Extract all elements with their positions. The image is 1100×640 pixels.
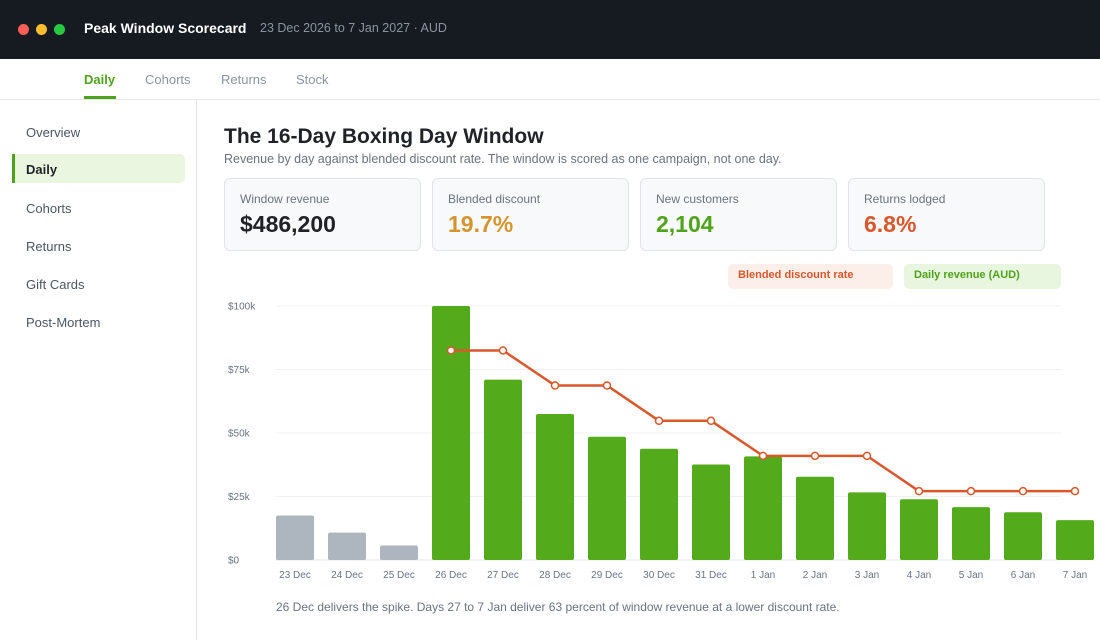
revenue-bar — [328, 532, 366, 560]
kpi-value: 2,104 — [656, 211, 714, 237]
x-tick-label: 29 Dec — [591, 570, 623, 581]
app-title: Peak Window Scorecard — [84, 20, 247, 36]
x-tick-label: 28 Dec — [539, 570, 571, 581]
sidebar-item-daily[interactable]: Daily — [12, 154, 185, 183]
discount-rate-point — [706, 416, 716, 426]
revenue-bar — [588, 436, 626, 560]
x-tick-label: 2 Jan — [803, 570, 827, 581]
discount-rate-point — [550, 381, 560, 390]
x-tick-label: 4 Jan — [907, 570, 931, 581]
tab-stock[interactable]: Stock — [296, 72, 329, 87]
legend-discount-rate[interactable]: Blended discount rate — [728, 264, 893, 289]
revenue-bar — [536, 413, 574, 560]
y-tick-label: $0 — [228, 556, 240, 567]
revenue-discount-chart: $0 $25k $50k $75k $100k 23 Dec 24 Dec 25 Dec 26 … — [228, 302, 1094, 581]
page-title: The 16-Day Boxing Day Window — [224, 125, 544, 148]
kpi-new-customers: New customers 2,104 — [640, 178, 837, 251]
x-tick-label: 23 Dec — [279, 570, 311, 581]
kpi-value: 19.7% — [448, 211, 514, 237]
x-tick-label: 1 Jan — [751, 570, 775, 581]
discount-rate-point — [862, 451, 872, 461]
x-tick-label: 26 Dec — [435, 570, 467, 581]
close-window-button[interactable] — [18, 24, 29, 35]
tab-daily[interactable]: Daily — [84, 72, 116, 87]
revenue-bar — [1056, 520, 1094, 560]
x-tick-label: 5 Jan — [959, 570, 983, 581]
kpi-value: $486,200 — [240, 211, 336, 237]
kpi-value: 6.8% — [864, 211, 917, 237]
x-tick-label: 6 Jan — [1011, 570, 1035, 581]
revenue-bar — [640, 448, 678, 560]
x-tick-label: 24 Dec — [331, 570, 363, 581]
x-tick-label: 25 Dec — [383, 570, 415, 581]
revenue-bar — [848, 492, 886, 560]
active-tab-indicator — [84, 96, 116, 99]
sidebar-item-overview[interactable]: Overview — [26, 125, 81, 140]
discount-rate-point — [966, 486, 976, 496]
discount-rate-point — [1070, 486, 1080, 496]
x-tick-label: 3 Jan — [855, 570, 879, 581]
kpi-label: New customers — [656, 192, 739, 206]
revenue-bar — [900, 499, 938, 560]
legend-daily-revenue[interactable]: Daily revenue (AUD) — [904, 264, 1061, 289]
discount-rate-point — [810, 451, 820, 461]
revenue-bar — [952, 507, 990, 560]
tab-returns[interactable]: Returns — [221, 72, 267, 87]
revenue-bar — [380, 545, 418, 560]
revenue-bar — [432, 306, 470, 560]
discount-rate-point — [654, 416, 664, 426]
discount-rate-point — [758, 451, 768, 461]
y-tick-label: $50k — [228, 429, 251, 440]
sidebar-item-gift-cards[interactable]: Gift Cards — [26, 277, 85, 292]
kpi-label: Window revenue — [240, 192, 330, 206]
x-tick-label: 30 Dec — [643, 570, 675, 581]
x-tick-label: 7 Jan — [1063, 570, 1087, 581]
discount-rate-point — [446, 346, 456, 355]
y-tick-label: $75k — [228, 365, 251, 376]
tab-cohorts[interactable]: Cohorts — [145, 72, 191, 87]
x-tick-label: 31 Dec — [695, 570, 727, 581]
revenue-bar — [1004, 512, 1042, 560]
revenue-bar — [484, 379, 522, 560]
revenue-bar — [276, 515, 314, 560]
y-tick-label: $25k — [228, 492, 251, 503]
kpi-label: Blended discount — [448, 192, 541, 206]
discount-rate-point — [602, 381, 612, 390]
chart-footnote: 26 Dec delivers the spike. Days 27 to 7 … — [276, 600, 840, 614]
discount-rate-point — [1018, 486, 1028, 496]
date-range-currency: 23 Dec 2026 to 7 Jan 2027 · AUD — [260, 21, 447, 35]
kpi-returns-lodged: Returns lodged 6.8% — [848, 178, 1045, 251]
revenue-bar — [796, 476, 834, 560]
revenue-bar — [744, 456, 782, 560]
kpi-label: Returns lodged — [864, 192, 946, 206]
revenue-bar — [692, 464, 730, 560]
sidebar-item-post-mortem[interactable]: Post-Mortem — [26, 315, 101, 330]
page-subtitle: Revenue by day against blended discount … — [224, 152, 782, 166]
sidebar-item-cohorts[interactable]: Cohorts — [26, 201, 72, 216]
title-bar: Peak Window Scorecard 23 Dec 2026 to 7 J… — [0, 0, 1100, 59]
x-tick-label: 27 Dec — [487, 570, 519, 581]
maximize-window-button[interactable] — [54, 24, 65, 35]
minimize-window-button[interactable] — [36, 24, 47, 35]
sidebar: Overview Daily Cohorts Returns Gift Card… — [0, 100, 197, 640]
discount-rate-point — [498, 346, 508, 355]
y-tick-label: $100k — [228, 302, 256, 313]
sidebar-item-returns[interactable]: Returns — [26, 239, 72, 254]
kpi-window-revenue: Window revenue $486,200 — [224, 178, 421, 251]
tab-bar: Daily Cohorts Returns Stock — [0, 59, 1100, 100]
kpi-blended-discount: Blended discount 19.7% — [432, 178, 629, 251]
discount-rate-point — [914, 486, 924, 496]
